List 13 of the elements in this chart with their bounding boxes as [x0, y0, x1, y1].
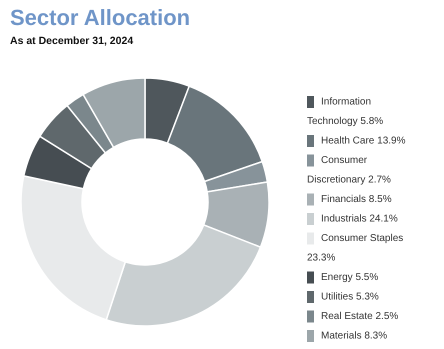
legend-label: Real Estate 2.5%: [321, 311, 398, 322]
legend-label: Financials 8.5%: [321, 194, 392, 205]
legend-label: Energy 5.5%: [321, 272, 378, 283]
legend-label: Materials 8.3%: [321, 330, 388, 342]
legend-label: Consumer Staples: [321, 233, 404, 244]
legend-label: Industrials 24.1%: [321, 214, 398, 224]
legend-label: Consumer Discretionary 2.7%: [307, 155, 392, 186]
legend-label: Health Care 13.9%: [321, 136, 406, 146]
legend-label: Utilities 5.3%: [321, 292, 379, 302]
legend-label: Information Technology 5.8%: [307, 96, 384, 127]
chart-title: Sector Allocation: [10, 5, 190, 30]
data-label: 23.3%: [307, 252, 336, 264]
chart-subtitle: As at December 31, 2024: [10, 35, 134, 47]
